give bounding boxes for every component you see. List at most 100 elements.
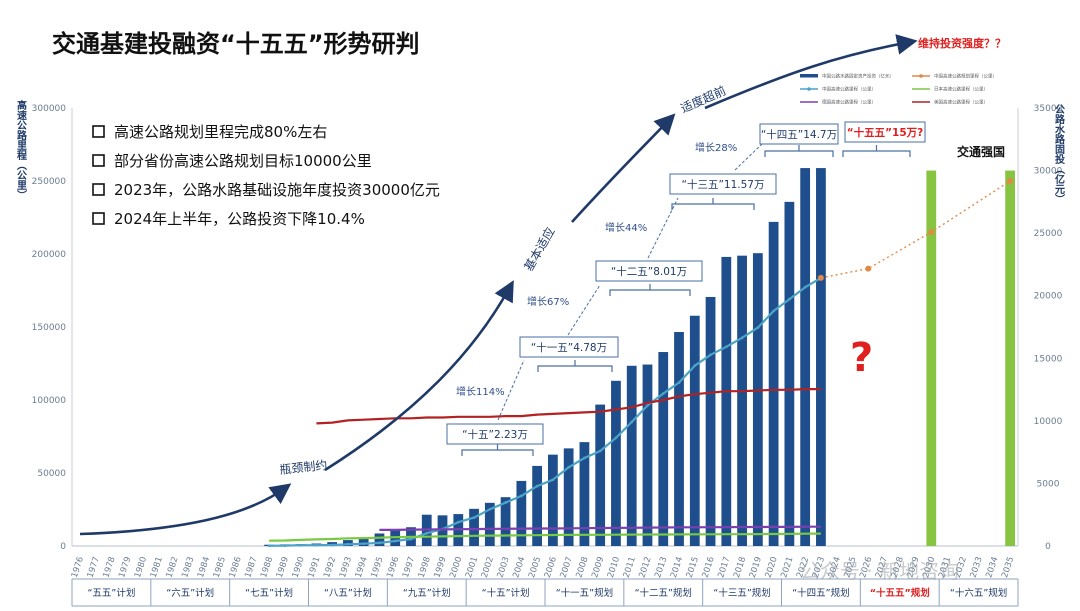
series-point: [646, 404, 649, 407]
x-tick-label: 2001: [464, 556, 480, 580]
chart-annotations: 瓶颈制约 基本适应 适度超前 维持投资强度？？ “十五”2.23万 “十一五”4.78万 “…: [79, 34, 1006, 536]
left-axis-title: 高速公路里程（公里）: [15, 99, 28, 200]
series-line-中国高速公路规划里程（公里）: [820, 180, 1011, 279]
bullet-text: 部分省份高速公路规划目标10000公里: [114, 152, 372, 170]
growth-arrow-1: [79, 483, 292, 536]
x-tick-label: 2012: [637, 556, 653, 580]
series-point: [693, 364, 697, 368]
series-point: [614, 436, 618, 440]
growth-arrow-2: [324, 280, 514, 472]
bar-2015: [689, 315, 700, 546]
bar-2013: [658, 352, 669, 546]
growth-connector: [647, 197, 679, 259]
series-point: [598, 449, 602, 453]
strong-nation-label: 交通强国: [957, 144, 1005, 159]
chart-legend: 中国公路水路固定资产投资（亿元） 中国高速公路规划里程（公里） 中国高速公路里程（公…: [800, 73, 997, 106]
period-box: [595, 260, 703, 282]
plan-label: “十二五”规划: [635, 587, 692, 599]
x-tick-label: 2014: [669, 556, 685, 580]
plan-label: “五五”计划: [87, 587, 135, 599]
x-tick-label: 2004: [511, 556, 527, 580]
bar-2009: [595, 404, 606, 546]
right-tick-label: 30000: [1034, 167, 1063, 177]
x-tick-label: 1983: [180, 556, 196, 580]
right-tick-label: 10000: [1034, 417, 1063, 427]
x-tick-label: 2016: [701, 556, 717, 580]
x-tick-label: 2021: [779, 556, 795, 580]
x-tick-label: 1995: [369, 556, 385, 580]
bullet-checkbox: [92, 212, 105, 225]
right-tick-label: 25000: [1034, 229, 1063, 239]
bar-2005: [532, 465, 543, 546]
period-box: [446, 423, 544, 445]
series-point: [865, 265, 872, 272]
x-tick-label: 1990: [291, 556, 307, 580]
plan-label: “九五”计划: [403, 587, 451, 599]
bar-1999: [437, 515, 448, 546]
x-tick-label: 1993: [338, 556, 354, 580]
growth-arrow-4: [704, 34, 918, 110]
legend-entry: 中国公路水路固定资产投资（亿元）: [822, 73, 894, 80]
series-line-日本高速公路里程（公里）: [269, 532, 821, 542]
legend-swatch-dot: [919, 74, 923, 78]
question-mark: ?: [850, 335, 873, 381]
bar-2010: [611, 380, 621, 546]
x-tick-label: 1992: [322, 556, 338, 580]
bar-2023: [816, 168, 826, 546]
plan-label: “七五”计划: [245, 587, 293, 599]
series-point: [393, 539, 397, 543]
right-tick-label: 35000: [1034, 104, 1063, 114]
growth-label: 增长114%: [456, 385, 505, 398]
right-tick-label: 0: [1045, 542, 1051, 552]
series-point: [817, 274, 824, 281]
plan-label: “十一五”规划: [556, 587, 613, 599]
period-box-text: “十五五”15万?: [847, 126, 924, 139]
plan-label: “十五”计划: [482, 587, 530, 599]
period-bracket: [537, 360, 613, 372]
plan-label: “六五”计划: [166, 587, 214, 599]
series-point: [488, 507, 492, 511]
right-tick-label: 20000: [1034, 292, 1063, 302]
stage-label-bottleneck: 瓶颈制约: [279, 457, 328, 477]
series-point: [504, 501, 507, 504]
left-tick-label: 0: [60, 542, 66, 552]
growth-label: 增长28%: [695, 141, 737, 154]
x-tick-label: 1986: [228, 556, 244, 580]
series-point: [456, 520, 460, 524]
series-point: [283, 544, 287, 548]
bar-2007: [563, 448, 574, 546]
investment-bars: [264, 168, 1016, 547]
plan-strip: “五五”计划 “六五”计划 “七五”计划 “八五”计划 “九五”计划 “十五”计划 “十一五…: [71, 578, 1019, 607]
series-point: [772, 309, 776, 313]
x-tick-label: 2019: [748, 556, 764, 580]
x-tick-label: 2034: [984, 556, 1000, 580]
growth-connector: [497, 359, 525, 421]
bar-2003: [500, 497, 511, 546]
series-point: [535, 484, 539, 488]
bar-2011: [626, 365, 637, 546]
left-tick-label: 300000: [32, 104, 67, 114]
legend-entry: 中国高速公路里程（公里）: [822, 86, 876, 93]
stage-label-ahead: 适度超前: [678, 83, 728, 116]
bar-2017: [721, 256, 732, 546]
x-tick-label: 1987: [243, 556, 259, 580]
period-box-text: “十二五”8.01万: [611, 265, 687, 278]
series-point: [756, 326, 760, 330]
right-tick-label: 15000: [1034, 354, 1063, 364]
x-tick-label: 2020: [764, 556, 780, 580]
bar-2030: [926, 170, 937, 547]
x-tick-label: 2007: [559, 556, 575, 580]
series-point: [661, 392, 665, 395]
x-tick-label: 2000: [448, 556, 464, 580]
bar-2012: [642, 364, 653, 546]
series-point: [267, 544, 271, 548]
x-tick-label: 1981: [149, 556, 165, 580]
x-tick-label: 2033: [969, 556, 985, 580]
period-bracket: [461, 444, 534, 456]
series-point: [330, 543, 334, 547]
x-tick-label: 1991: [306, 556, 322, 580]
period-bracket: [764, 145, 834, 157]
x-tick-label: 1996: [385, 556, 401, 580]
bar-2021: [784, 201, 795, 546]
x-tick-label: 2018: [732, 556, 748, 580]
